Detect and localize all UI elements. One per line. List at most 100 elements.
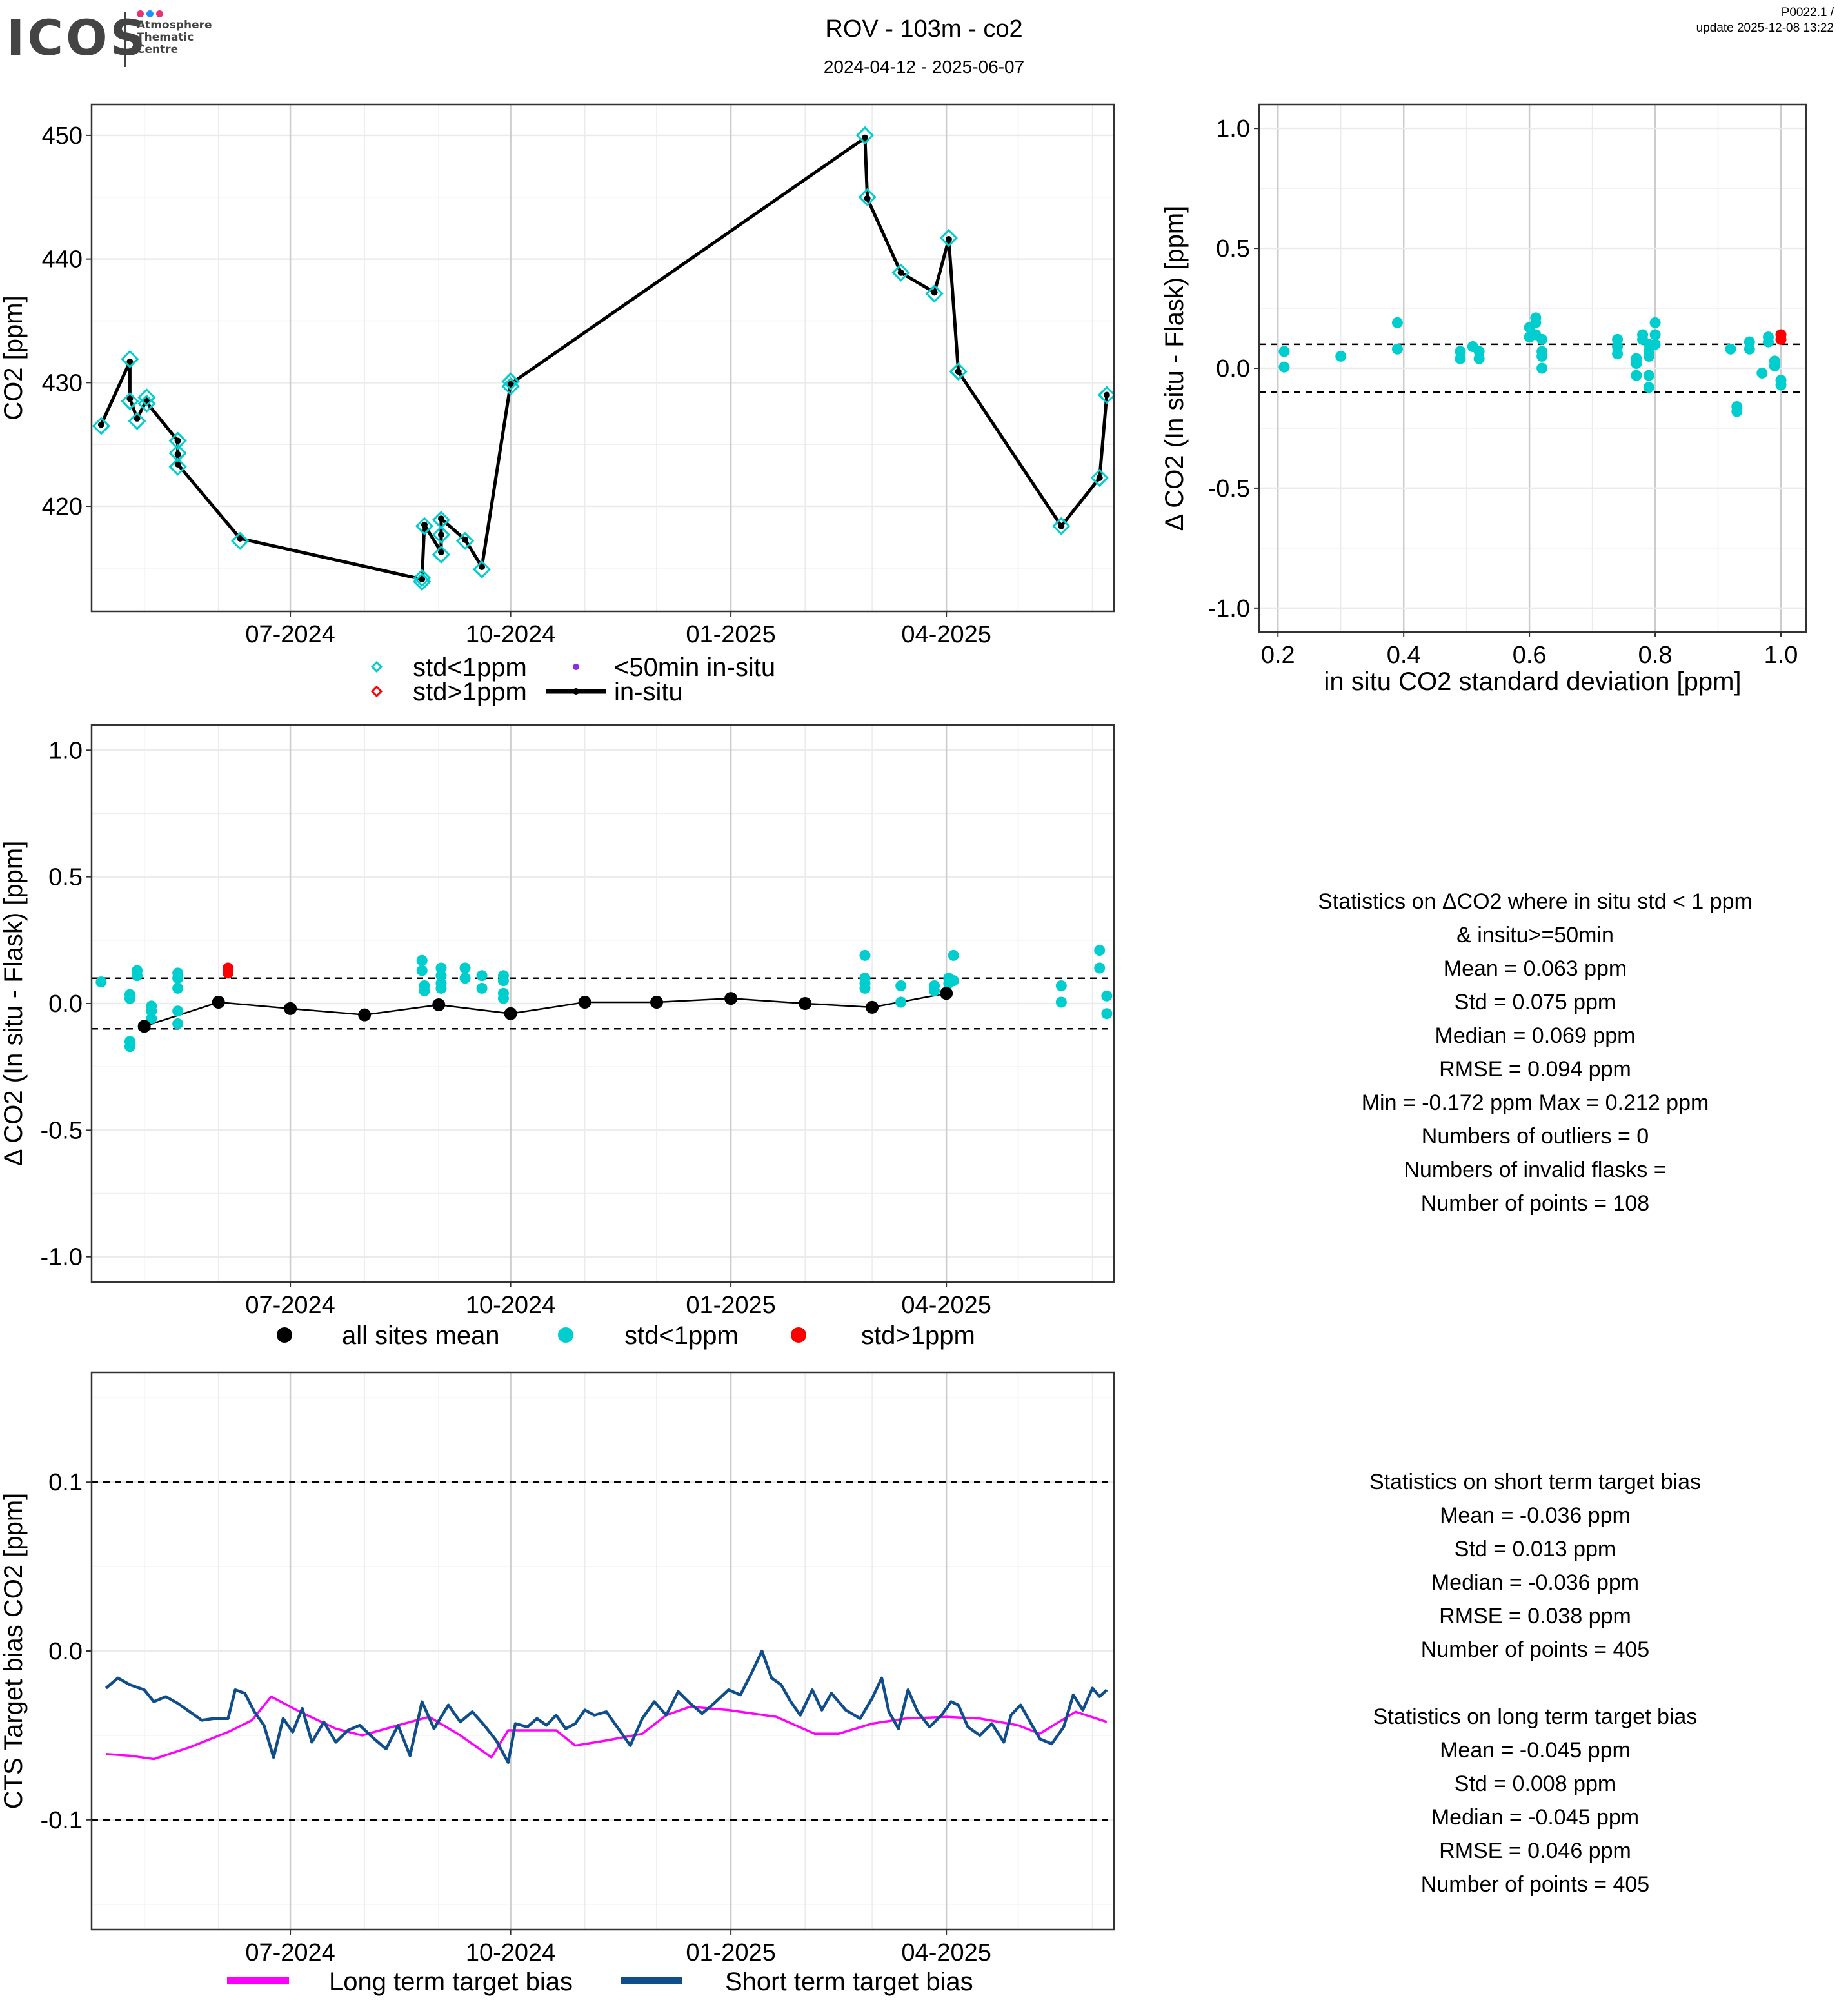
in-situ-point [419, 576, 426, 583]
x-tick-label: 07-2024 [245, 621, 335, 648]
legend-dot-icon [791, 1327, 806, 1343]
flask-diamond-std-lt-1 [137, 388, 156, 407]
x-tick-label: 01-2025 [686, 1939, 775, 1966]
point-std-lt-1 [1649, 317, 1661, 328]
stats-line: Std = 0.075 ppm [1454, 990, 1616, 1014]
flask-diamond-std-lt-1 [891, 263, 910, 282]
flask-diamond-std-lt-1 [1090, 468, 1109, 488]
point-std-lt-1 [1731, 406, 1743, 417]
plot-border [90, 103, 1115, 613]
mean-point [799, 997, 812, 1010]
in-situ-point [97, 421, 104, 428]
flask-diamond-std-lt-1 [128, 411, 146, 430]
logo-subtitle: Atmosphere Thematic Centre [137, 10, 212, 56]
legend-label: std>1ppm [861, 1321, 975, 1350]
point-std-lt-1 [1335, 350, 1347, 362]
point-std-lt-1 [146, 1013, 157, 1025]
point-std-lt-1 [172, 1018, 184, 1029]
stats-line: & insitu>=50min [1456, 923, 1614, 947]
in-situ-point [134, 415, 141, 422]
y-tick-label: 0.0 [1216, 355, 1250, 382]
legend-diamond-icon [370, 685, 383, 698]
x-tick-label: 07-2024 [245, 1939, 335, 1966]
point-std-lt-1 [132, 970, 143, 982]
stats-line [1245, 1666, 1825, 1700]
point-std-lt-1 [124, 1041, 135, 1053]
mean-point [504, 1007, 517, 1020]
flask-diamond-std-lt-1 [501, 377, 520, 396]
stats-line: Mean = -0.036 ppm [1440, 1503, 1631, 1528]
point-std-lt-1 [1775, 379, 1787, 391]
point-std-lt-1 [1391, 317, 1403, 328]
y-axis-label: Δ CO2 (In situ - Flask) [ppm] [1160, 206, 1189, 531]
flask-diamond-std-lt-1 [949, 362, 968, 381]
short-term-bias-line [104, 1649, 1108, 1765]
mean-point [212, 996, 225, 1009]
y-tick-label: 420 [42, 493, 83, 520]
y-tick-label: 440 [42, 246, 83, 273]
plot-border [1258, 103, 1807, 633]
y-tick-label: 450 [42, 123, 83, 150]
point-std-lt-1 [1643, 350, 1654, 362]
point-std-lt-1 [1756, 367, 1768, 379]
mean-point [724, 992, 738, 1005]
x-tick-label: 10-2024 [466, 621, 555, 648]
point-std-gt-1 [1775, 333, 1787, 345]
point-std-lt-1 [435, 982, 447, 994]
in-situ-point [897, 269, 904, 276]
point-std-lt-1 [1612, 348, 1624, 360]
mean-point [940, 987, 953, 1000]
date-range: 2024-04-12 - 2025-06-07 [823, 57, 1025, 77]
point-std-lt-1 [172, 1005, 184, 1017]
stats-line: Median = 0.069 ppm [1435, 1023, 1636, 1048]
point-std-lt-1 [1536, 362, 1548, 374]
legend-line-icon [621, 1977, 682, 1984]
plot-border [90, 724, 1115, 1283]
point-std-lt-1 [459, 962, 471, 974]
x-tick-label: 07-2024 [245, 1292, 335, 1319]
point-std-lt-1 [95, 976, 107, 988]
in-situ-point [1096, 474, 1103, 481]
point-std-lt-1 [1631, 358, 1642, 370]
legend-label: <50min in-situ [614, 653, 775, 682]
in-situ-point [126, 358, 134, 365]
point-std-lt-1 [1473, 353, 1485, 364]
point-std-lt-1 [1278, 346, 1290, 357]
y-tick-label: 0.0 [48, 1638, 83, 1665]
logo-dot-icon [137, 10, 144, 17]
legend-label: std>1ppm [413, 678, 527, 706]
x-tick-label: 0.2 [1261, 642, 1295, 669]
in-situ-point [1103, 391, 1110, 399]
y-axis-label: CTS Target bias CO2 [ppm] [0, 1493, 28, 1810]
point-std-lt-1 [416, 954, 428, 966]
point-std-lt-1 [1763, 336, 1774, 348]
point-std-lt-1 [948, 975, 959, 987]
y-tick-label: 0.5 [48, 864, 83, 891]
point-std-lt-1 [1536, 333, 1548, 345]
mean-point [358, 1008, 372, 1022]
point-std-lt-1 [948, 949, 959, 961]
mean-point [866, 1000, 879, 1014]
legend-dot-icon [558, 1327, 573, 1343]
point-std-lt-1 [419, 985, 430, 996]
point-std-lt-1 [172, 982, 184, 994]
in-situ-point [945, 235, 952, 242]
stats-line: Median = -0.036 ppm [1431, 1570, 1640, 1595]
in-situ-point [437, 531, 444, 539]
y-tick-label: 0.5 [1216, 235, 1250, 262]
in-situ-point [507, 381, 514, 388]
x-tick-label: 0.6 [1513, 642, 1547, 669]
point-std-lt-1 [895, 996, 907, 1008]
point-std-lt-1 [435, 962, 447, 974]
x-tick-label: 01-2025 [686, 1292, 775, 1319]
stats-line: Statistics on short term target bias [1369, 1470, 1701, 1494]
target-bias-statistics: Statistics on short term target bias Mean… [1245, 1465, 1825, 1901]
y-axis-label: Δ CO2 (In situ - Flask) [ppm] [0, 841, 28, 1167]
point-std-lt-1 [1530, 317, 1542, 328]
in-situ-point [462, 536, 469, 543]
in-situ-point [861, 134, 868, 141]
mean-point [650, 996, 664, 1009]
point-std-lt-1 [497, 993, 509, 1004]
point-std-lt-1 [1649, 339, 1661, 350]
flask-diamond-std-lt-1 [168, 457, 187, 476]
